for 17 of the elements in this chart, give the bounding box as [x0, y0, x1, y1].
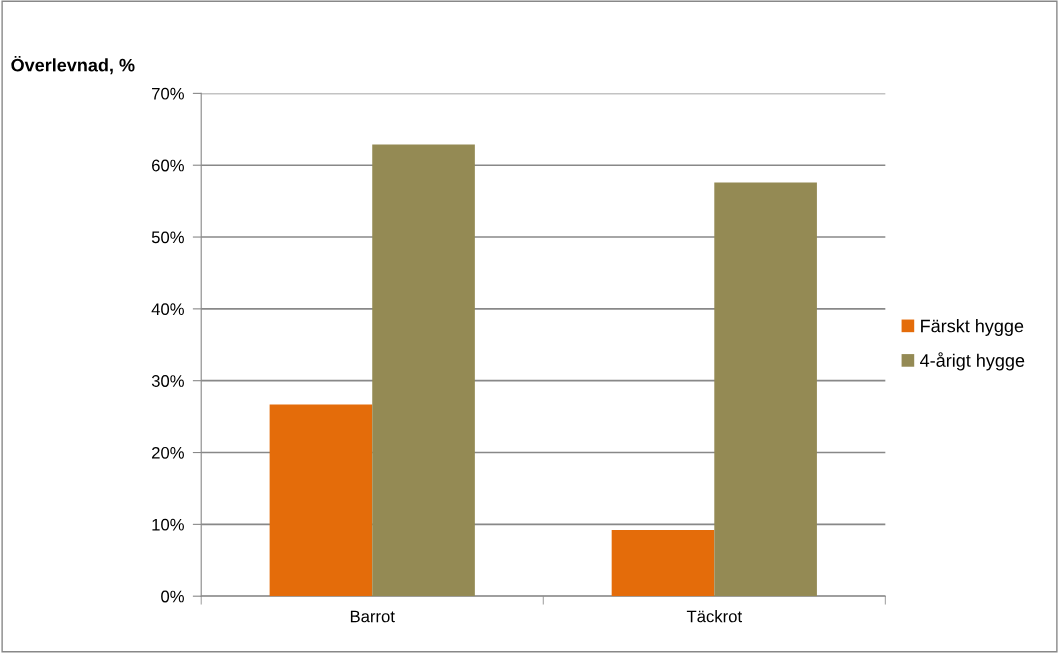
y-tick-label: 40%	[151, 303, 184, 316]
bar	[714, 182, 817, 597]
chart-title: Överlevnad, %	[11, 55, 135, 75]
y-tick-label: 20%	[152, 446, 184, 459]
x-tick-label: Barrot	[350, 610, 395, 623]
y-tick-label: 10%	[152, 518, 184, 531]
bar	[611, 530, 715, 597]
bar	[372, 144, 475, 597]
bar	[269, 404, 373, 597]
legend-label: Färskt hygge	[921, 319, 1024, 336]
y-tick-label: 30%	[151, 375, 184, 387]
legend-label: 4-årigt hygge	[920, 352, 1025, 371]
y-tick-label: 0%	[161, 590, 184, 603]
y-tick-label: 60%	[152, 159, 184, 172]
x-tick-label: Täckrot	[686, 610, 742, 623]
y-tick-label: 50%	[151, 231, 184, 244]
y-tick-label: 70%	[152, 87, 184, 100]
